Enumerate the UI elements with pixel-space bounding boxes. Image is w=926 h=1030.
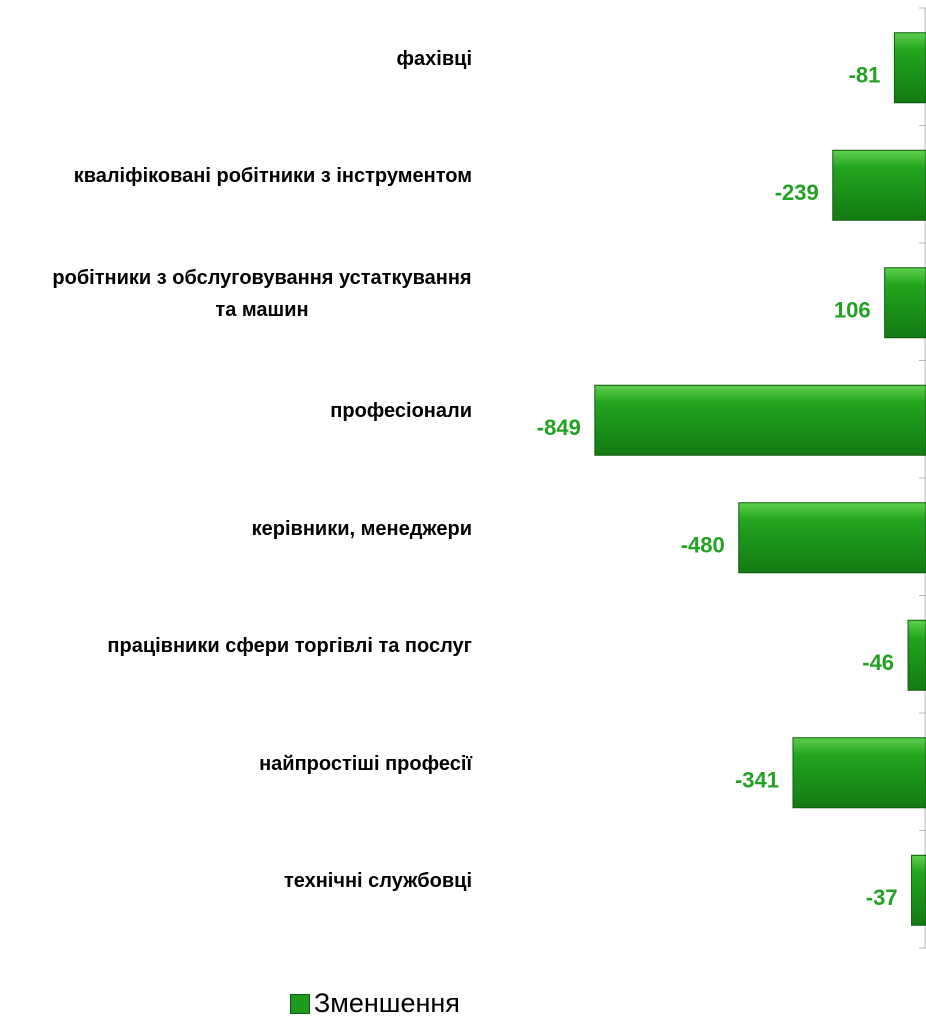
category-label: професіонали xyxy=(330,400,472,423)
bar xyxy=(911,854,926,926)
category-label: робітники з обслуговування устаткування … xyxy=(52,266,472,321)
bar xyxy=(907,619,926,691)
bar xyxy=(792,737,926,809)
value-label: 106 xyxy=(834,298,871,323)
bar xyxy=(738,502,926,574)
value-label: -46 xyxy=(862,650,894,675)
legend: Зменшення xyxy=(290,988,460,1019)
value-label: -81 xyxy=(849,63,881,88)
bar xyxy=(832,149,926,221)
category-label: керівники, менеджери xyxy=(251,517,472,540)
legend-label: Зменшення xyxy=(314,988,460,1018)
category-label: кваліфіковані робітники з інструментом xyxy=(73,165,472,188)
category-label: працівники сфери торгівлі та послуг xyxy=(107,635,472,658)
bar xyxy=(884,267,926,339)
value-label: -341 xyxy=(735,768,779,793)
bar xyxy=(594,384,926,456)
value-label: -37 xyxy=(866,885,898,910)
category-label: найпростіші професії xyxy=(259,752,472,775)
value-label: -480 xyxy=(681,533,725,558)
bar xyxy=(893,32,926,104)
legend-swatch xyxy=(290,993,310,1014)
category-label: фахівці xyxy=(396,47,472,70)
category-label: технічні службовці xyxy=(283,870,472,893)
value-label: -849 xyxy=(537,415,581,440)
value-label: -239 xyxy=(775,180,819,205)
